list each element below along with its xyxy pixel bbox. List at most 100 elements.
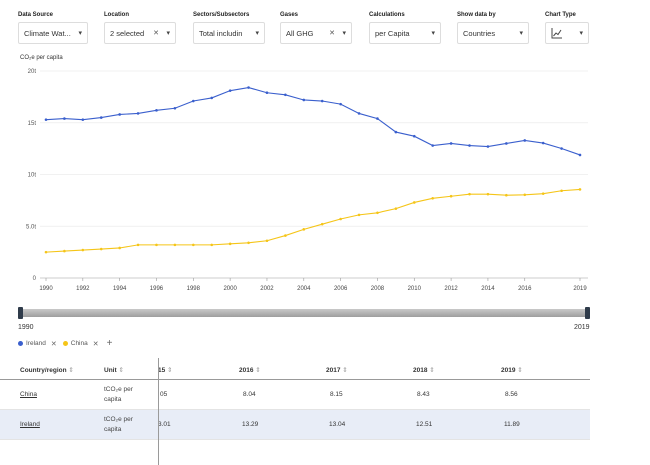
data-point-ireland[interactable] (394, 130, 398, 134)
data-point-ireland[interactable] (449, 142, 453, 145)
data-point-china[interactable] (431, 197, 434, 200)
x-axis-ticks: 1990 1992 1994 1996 1998 2000 2002 2004 2006 2008… (39, 278, 587, 292)
data-point-ireland[interactable] (155, 109, 158, 112)
data-point-china[interactable] (357, 213, 361, 217)
data-point-ireland[interactable] (247, 86, 250, 89)
header-2018[interactable]: 2018 ⇕ (413, 367, 435, 374)
data-point-ireland[interactable] (63, 117, 66, 120)
remove-icon[interactable]: ✕ (92, 340, 99, 348)
slider-end-handle[interactable] (585, 307, 590, 319)
data-point-ireland[interactable] (81, 118, 85, 121)
filter-label: Location (104, 12, 129, 18)
x-tick-label: 1992 (76, 286, 90, 292)
data-point-ireland[interactable] (376, 117, 379, 120)
data-point-ireland[interactable] (523, 139, 527, 142)
data-point-china[interactable] (560, 189, 563, 193)
country-link[interactable]: China (20, 391, 37, 398)
slider-start-label: 1990 (18, 324, 34, 331)
value-cell: 8.04 (243, 391, 256, 398)
header-unit[interactable]: Unit ⇕ (104, 367, 124, 374)
data-point-china[interactable] (320, 222, 324, 226)
clear-icon[interactable]: ✕ (153, 30, 159, 37)
data-point-ireland[interactable] (99, 116, 103, 119)
data-point-ireland[interactable] (302, 98, 306, 102)
data-point-china[interactable] (541, 192, 545, 195)
data-point-china[interactable] (63, 249, 66, 253)
data-point-china[interactable] (136, 243, 140, 247)
data-point-ireland[interactable] (136, 112, 140, 115)
data-point-china[interactable] (284, 234, 287, 237)
data-point-ireland[interactable] (118, 113, 121, 116)
show-data-by-filter: Show data by Countries ▾ (457, 12, 529, 44)
data-point-china[interactable] (247, 241, 250, 245)
data-point-china[interactable] (81, 248, 85, 252)
year-range-slider[interactable] (18, 307, 590, 319)
data-point-ireland[interactable] (284, 93, 287, 97)
header-2017[interactable]: 2017 ⇕ (326, 367, 348, 374)
clear-icon[interactable]: ✕ (329, 30, 335, 37)
chart-legend: Ireland ✕ China ✕ + (18, 338, 112, 349)
add-location-button[interactable]: + (106, 338, 113, 349)
location-select[interactable]: 2 selected ✕ ▾ (104, 22, 176, 44)
gases-select[interactable]: All GHG ✕ ▾ (280, 22, 352, 44)
data-point-china[interactable] (376, 211, 379, 215)
x-tick-label: 2016 (518, 286, 532, 292)
x-tick-label: 1998 (187, 286, 201, 292)
data-point-china[interactable] (192, 243, 195, 247)
y-axis-label: CO₂e per capita (20, 55, 63, 61)
header-2016[interactable]: 2016 ⇕ (239, 367, 261, 374)
data-point-china[interactable] (505, 193, 508, 197)
slider-start-handle[interactable] (18, 307, 23, 319)
select-value: 2 selected (110, 28, 145, 38)
data-point-ireland[interactable] (192, 99, 195, 103)
data-point-ireland[interactable] (505, 142, 508, 145)
slider-track[interactable] (18, 309, 590, 317)
calculations-select[interactable]: per Capita ▾ (369, 22, 441, 44)
column-resize-divider[interactable] (158, 358, 159, 465)
header-2015[interactable]: 15 ⇕ (158, 367, 173, 374)
header-country[interactable]: Country/region ⇕ (20, 367, 74, 374)
data-point-china[interactable] (302, 228, 306, 231)
data-point-ireland[interactable] (431, 144, 434, 147)
data-point-china[interactable] (99, 247, 103, 251)
data-point-ireland[interactable] (541, 141, 545, 145)
header-2019[interactable]: 2019 ⇕ (501, 367, 523, 374)
data-point-ireland[interactable] (339, 102, 342, 106)
data-point-china[interactable] (173, 243, 177, 247)
data-point-china[interactable] (44, 250, 48, 254)
data-source-select[interactable]: Climate Wat... ▾ (18, 22, 88, 44)
select-value: Climate Wat... (24, 28, 71, 38)
data-point-ireland[interactable] (468, 144, 471, 147)
legend-item-ireland[interactable]: Ireland ✕ (18, 340, 57, 348)
data-point-ireland[interactable] (44, 118, 48, 121)
data-point-ireland[interactable] (486, 145, 490, 148)
data-point-ireland[interactable] (578, 153, 582, 157)
data-point-china[interactable] (486, 192, 490, 196)
sectors-select[interactable]: Total includin ▾ (193, 22, 265, 44)
data-point-ireland[interactable] (412, 134, 416, 138)
data-point-china[interactable] (210, 243, 214, 247)
data-point-china[interactable] (155, 243, 158, 247)
data-point-china[interactable] (228, 242, 232, 246)
data-point-china[interactable] (265, 239, 269, 243)
data-point-china[interactable] (468, 192, 471, 196)
data-point-ireland[interactable] (210, 96, 214, 100)
legend-item-china[interactable]: China ✕ (62, 340, 99, 348)
data-point-china[interactable] (523, 193, 527, 197)
data-point-ireland[interactable] (228, 89, 232, 92)
data-point-ireland[interactable] (357, 112, 361, 115)
show-data-by-select[interactable]: Countries ▾ (457, 22, 529, 44)
data-point-china[interactable] (449, 194, 453, 198)
data-point-china[interactable] (578, 188, 582, 191)
data-point-china[interactable] (339, 217, 342, 221)
data-point-china[interactable] (118, 246, 121, 250)
data-point-china[interactable] (412, 201, 416, 204)
data-point-china[interactable] (394, 207, 398, 210)
chart-type-select[interactable]: ▾ (545, 22, 589, 44)
data-point-ireland[interactable] (560, 147, 563, 150)
data-point-ireland[interactable] (320, 99, 324, 103)
data-point-ireland[interactable] (265, 91, 269, 95)
country-link[interactable]: Ireland (20, 421, 40, 428)
remove-icon[interactable]: ✕ (50, 340, 57, 348)
data-point-ireland[interactable] (173, 106, 177, 110)
